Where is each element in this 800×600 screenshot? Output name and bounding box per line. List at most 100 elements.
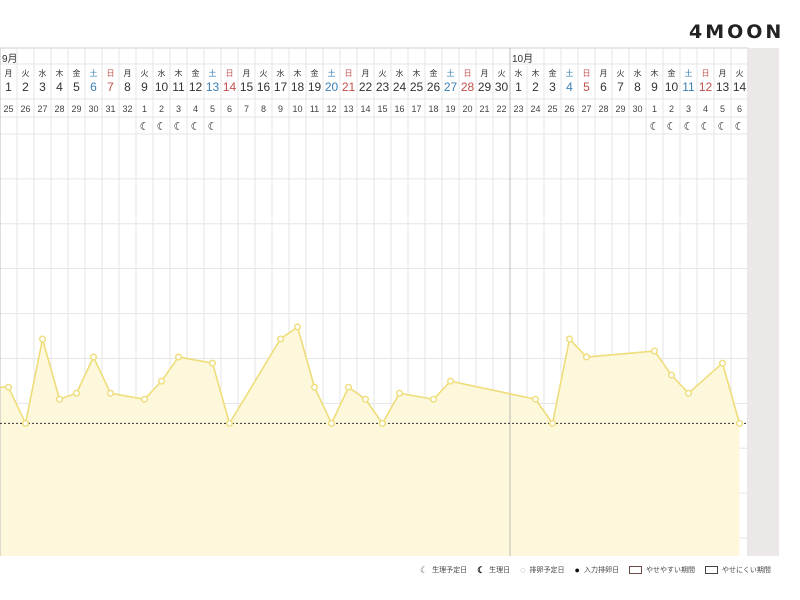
cycle-day: 26 — [564, 104, 574, 114]
day-number: 3 — [549, 80, 556, 94]
day-number: 28 — [461, 80, 475, 94]
date-header: 9月 10月月125火226水327木428金529土630日731月832火91… — [0, 48, 746, 556]
data-point — [56, 395, 64, 403]
easy-period-box-icon — [628, 566, 642, 574]
moon-icon: ☾ — [718, 120, 728, 133]
legend-item-input-ovulation: ● 入力排卵日 — [575, 565, 619, 575]
weekday-label: 水 — [158, 68, 166, 78]
weekday-label: 火 — [141, 69, 149, 78]
data-point — [396, 389, 404, 397]
weekday-label: 火 — [260, 69, 268, 78]
weekday-label: 日 — [345, 69, 353, 78]
moon-icon: ☾ — [140, 120, 150, 133]
data-point — [362, 395, 370, 403]
weekday-label: 火 — [379, 69, 387, 78]
cycle-day: 24 — [530, 104, 540, 114]
day-number: 6 — [90, 80, 97, 94]
weekday-label: 月 — [124, 69, 132, 78]
day-number: 4 — [566, 80, 573, 94]
cycle-day: 32 — [122, 104, 132, 114]
day-number: 5 — [583, 80, 590, 94]
moon-icon: ☾ — [701, 120, 711, 133]
data-point — [379, 419, 387, 427]
data-point — [668, 371, 676, 379]
data-point — [140, 395, 148, 403]
data-point — [174, 353, 182, 361]
month-label: 9月 — [2, 53, 18, 65]
cycle-day: 6 — [227, 104, 232, 114]
legend-label: やせやすい期間 — [645, 567, 695, 574]
cycle-day: 12 — [326, 104, 336, 114]
legend-item-predicted-period: ☾ 生理予定日 — [420, 565, 467, 575]
day-number: 26 — [427, 80, 441, 94]
legend-label: やせにくい期間 — [721, 567, 771, 574]
weekday-label: 土 — [685, 68, 693, 78]
day-number: 2 — [22, 80, 29, 94]
day-number: 5 — [73, 80, 80, 94]
cycle-day: 1 — [652, 104, 657, 114]
moon-icon: ☾ — [157, 120, 167, 133]
data-point — [294, 323, 302, 331]
day-number: 22 — [359, 80, 373, 94]
weekday-label: 日 — [702, 69, 710, 78]
day-number: 13 — [716, 80, 730, 94]
scrollbar-track[interactable] — [747, 48, 779, 556]
cycle-day: 25 — [547, 104, 557, 114]
day-number: 20 — [325, 80, 339, 94]
day-number: 7 — [107, 80, 114, 94]
data-point — [549, 419, 557, 427]
data-point — [39, 335, 47, 343]
weekday-label: 土 — [90, 68, 98, 78]
cycle-day: 25 — [3, 104, 13, 114]
moon-outline-icon: ☾ — [420, 564, 429, 575]
weekday-label: 土 — [447, 68, 455, 78]
weekday-label: 水 — [39, 68, 47, 78]
data-point — [447, 377, 455, 385]
moon-icon: ☾ — [735, 120, 745, 133]
day-number: 2 — [532, 80, 539, 94]
data-line — [0, 325, 741, 426]
moon-icon: ☾ — [684, 120, 694, 133]
cycle-day: 29 — [71, 104, 81, 114]
weekday-label: 木 — [175, 68, 183, 78]
day-number: 9 — [141, 80, 148, 94]
weekday-label: 金 — [73, 68, 81, 78]
moon-icon: ☾ — [191, 120, 201, 133]
cycle-day: 10 — [292, 104, 302, 114]
brand-logo: 4MOON — [689, 21, 785, 43]
legend-item-easy-period: やせやすい期間 — [628, 565, 695, 575]
weekday-label: 日 — [107, 69, 115, 78]
cycle-day: 28 — [598, 104, 608, 114]
cycle-day: 21 — [479, 104, 489, 114]
day-number: 11 — [172, 80, 185, 94]
cycle-day: 7 — [244, 104, 249, 114]
day-number: 27 — [444, 80, 458, 94]
day-number: 14 — [733, 80, 747, 94]
cycle-day: 13 — [343, 104, 353, 114]
legend-label: 生理日 — [489, 567, 511, 574]
legend-item-hard-period: やせにくい期間 — [704, 565, 771, 575]
weekday-label: 木 — [294, 68, 302, 78]
cycle-day: 4 — [193, 104, 198, 114]
drop-solid-icon: ● — [574, 564, 580, 575]
day-number: 12 — [189, 80, 203, 94]
day-number: 8 — [124, 80, 131, 94]
day-number: 4 — [56, 80, 63, 94]
day-number: 19 — [308, 80, 322, 94]
day-number: 23 — [376, 80, 390, 94]
hard-period-box-icon — [704, 566, 718, 574]
weekday-label: 月 — [481, 69, 489, 78]
day-number: 1 — [5, 80, 12, 94]
cycle-day: 28 — [54, 104, 64, 114]
weekday-label: 火 — [617, 69, 625, 78]
cycle-day: 5 — [720, 104, 725, 114]
data-point — [208, 359, 216, 367]
weekday-label: 日 — [226, 69, 234, 78]
cycle-day: 15 — [377, 104, 387, 114]
cycle-day: 17 — [411, 104, 421, 114]
weekday-label: 月 — [600, 69, 608, 78]
cycle-day: 30 — [632, 104, 642, 114]
data-point — [89, 353, 97, 361]
day-number: 12 — [699, 80, 713, 94]
